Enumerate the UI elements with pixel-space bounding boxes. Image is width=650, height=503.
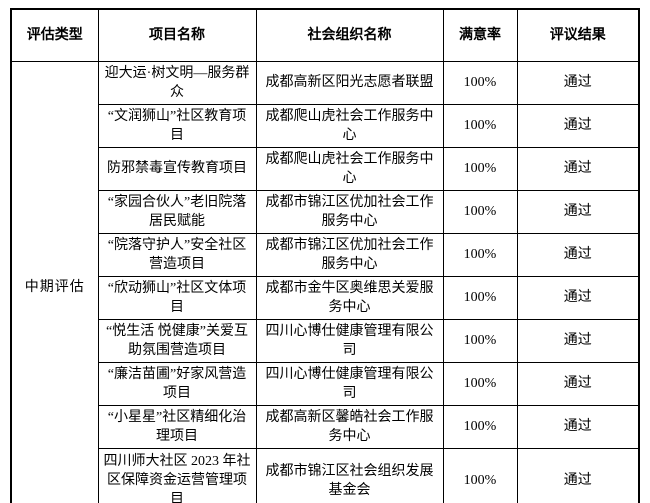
table-row: “小星星”社区精细化治理项目 成都高新区馨皓社会工作服务中心 100% 通过 xyxy=(11,404,640,449)
satisfaction-rate-cell: 100% xyxy=(442,275,518,320)
satisfaction-rate-cell: 100% xyxy=(442,361,518,406)
header-review-result: 评议结果 xyxy=(516,8,640,62)
project-name-cell: “家园合伙人”老旧院落居民赋能 xyxy=(97,189,257,234)
project-name-cell: “文润狮山”社区教育项目 xyxy=(97,103,257,148)
table-row: “家园合伙人”老旧院落居民赋能 成都市锦江区优加社会工作服务中心 100% 通过 xyxy=(11,189,640,234)
organization-name-cell: 四川心博仕健康管理有限公司 xyxy=(255,361,444,406)
satisfaction-rate-cell: 100% xyxy=(442,146,518,191)
review-result-cell: 通过 xyxy=(516,447,640,503)
satisfaction-rate-cell: 100% xyxy=(442,232,518,277)
review-result-cell: 通过 xyxy=(516,103,640,148)
satisfaction-rate-cell: 100% xyxy=(442,318,518,363)
satisfaction-rate-cell: 100% xyxy=(442,447,518,503)
table-row: 中期评估 迎大运·树文明—服务群众 成都高新区阳光志愿者联盟 100% 通过 xyxy=(10,60,640,503)
project-name-cell: “欣动狮山”社区文体项目 xyxy=(97,275,257,320)
organization-name-cell: 四川心博仕健康管理有限公司 xyxy=(255,318,444,363)
organization-name-cell: 成都市锦江区社会组织发展基金会 xyxy=(255,447,444,503)
project-name-cell: “悦生活 悦健康”关爱互助氛围营造项目 xyxy=(97,318,257,363)
project-name-cell: “小星星”社区精细化治理项目 xyxy=(97,404,257,449)
header-evaluation-type: 评估类型 xyxy=(10,8,99,62)
table-row: “廉洁苗圃”好家风营造项目 四川心博仕健康管理有限公司 100% 通过 xyxy=(11,361,640,406)
table-body: 中期评估 迎大运·树文明—服务群众 成都高新区阳光志愿者联盟 100% 通过 “文润狮山”… xyxy=(10,60,640,503)
organization-name-cell: 成都爬山虎社会工作服务中心 xyxy=(255,146,444,191)
review-result-cell: 通过 xyxy=(516,60,640,105)
table-row: “欣动狮山”社区文体项目 成都市金牛区奥维思关爱服务中心 100% 通过 xyxy=(11,275,640,320)
satisfaction-rate-cell: 100% xyxy=(442,404,518,449)
organization-name-cell: 成都高新区阳光志愿者联盟 xyxy=(255,60,444,105)
header-row: 评估类型 项目名称 社会组织名称 满意率 评议结果 xyxy=(10,8,640,62)
satisfaction-rate-cell: 100% xyxy=(442,103,518,148)
header-project-name: 项目名称 xyxy=(97,8,257,62)
table-row: 防邪禁毒宣传教育项目 成都爬山虎社会工作服务中心 100% 通过 xyxy=(11,146,640,191)
header-organization-name: 社会组织名称 xyxy=(255,8,444,62)
table-header: 评估类型 项目名称 社会组织名称 满意率 评议结果 xyxy=(10,8,640,62)
evaluation-type-cell: 中期评估 xyxy=(10,60,99,503)
header-satisfaction-rate: 满意率 xyxy=(442,8,518,62)
review-result-cell: 通过 xyxy=(516,189,640,234)
table-row: 四川师大社区 2023 年社区保障资金运营管理项目 成都市锦江区社会组织发展基金会… xyxy=(11,447,640,503)
project-name-cell: “院落守护人”安全社区营造项目 xyxy=(97,232,257,277)
project-name-cell: 迎大运·树文明—服务群众 xyxy=(97,60,257,105)
review-result-cell: 通过 xyxy=(516,275,640,320)
table-row: “文润狮山”社区教育项目 成都爬山虎社会工作服务中心 100% 通过 xyxy=(11,103,640,148)
organization-name-cell: 成都市金牛区奥维思关爱服务中心 xyxy=(255,275,444,320)
satisfaction-rate-cell: 100% xyxy=(442,60,518,105)
table-row: “悦生活 悦健康”关爱互助氛围营造项目 四川心博仕健康管理有限公司 100% 通过 xyxy=(11,318,640,363)
evaluation-results-table: 评估类型 项目名称 社会组织名称 满意率 评议结果 中期评估 迎大运·树文明—服务… xyxy=(10,8,640,503)
review-result-cell: 通过 xyxy=(516,232,640,277)
project-name-cell: 防邪禁毒宣传教育项目 xyxy=(97,146,257,191)
organization-name-cell: 成都爬山虎社会工作服务中心 xyxy=(255,103,444,148)
project-name-cell: 四川师大社区 2023 年社区保障资金运营管理项目 xyxy=(97,447,257,503)
review-result-cell: 通过 xyxy=(516,318,640,363)
satisfaction-rate-cell: 100% xyxy=(442,189,518,234)
review-result-cell: 通过 xyxy=(516,146,640,191)
organization-name-cell: 成都高新区馨皓社会工作服务中心 xyxy=(255,404,444,449)
organization-name-cell: 成都市锦江区优加社会工作服务中心 xyxy=(255,189,444,234)
table-row: “院落守护人”安全社区营造项目 成都市锦江区优加社会工作服务中心 100% 通过 xyxy=(11,232,640,277)
project-name-cell: “廉洁苗圃”好家风营造项目 xyxy=(97,361,257,406)
organization-name-cell: 成都市锦江区优加社会工作服务中心 xyxy=(255,232,444,277)
review-result-cell: 通过 xyxy=(516,361,640,406)
review-result-cell: 通过 xyxy=(516,404,640,449)
